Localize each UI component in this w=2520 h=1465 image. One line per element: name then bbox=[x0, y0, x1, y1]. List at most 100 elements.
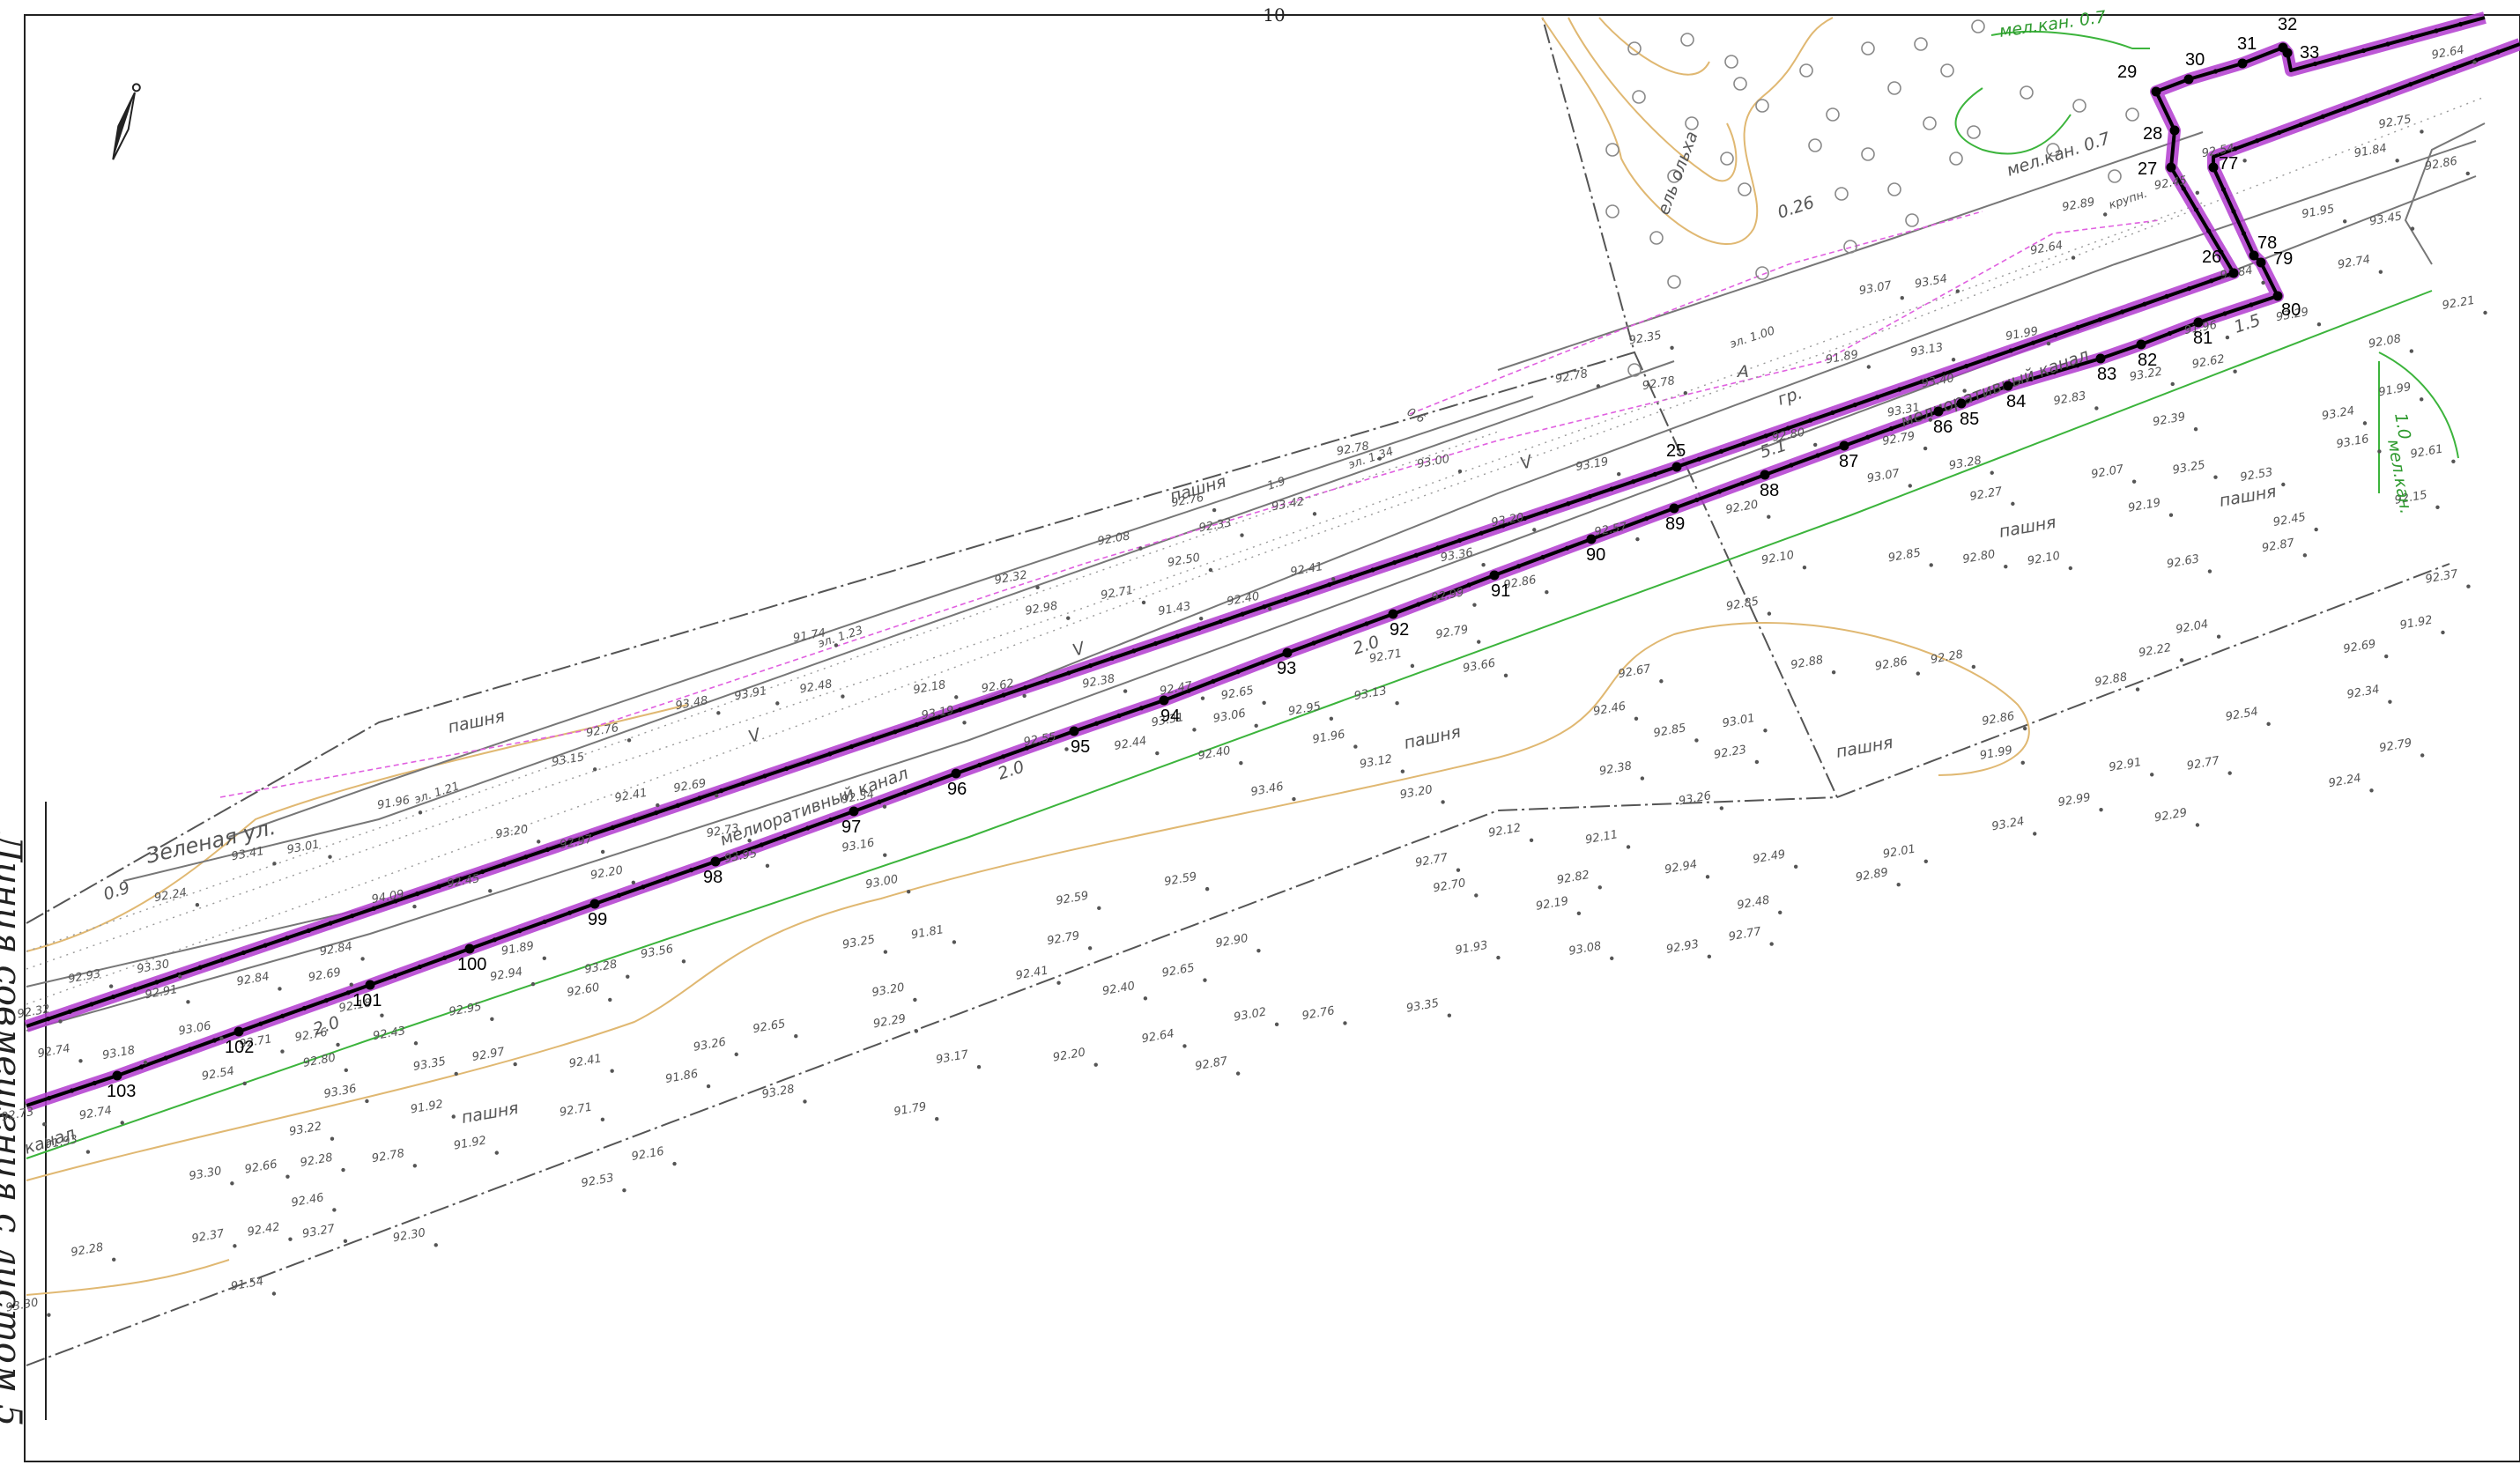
svg-text:91.96: 91.96 bbox=[2183, 319, 2218, 337]
boundary-vertex bbox=[132, 987, 137, 992]
svg-text:92.64: 92.64 bbox=[2029, 239, 2064, 257]
boundary-vertex bbox=[1501, 523, 1506, 529]
boundary-vertex bbox=[1348, 574, 1353, 580]
svg-text:93.31: 93.31 bbox=[1886, 401, 1921, 419]
elevation-point: 93.17 bbox=[935, 1048, 982, 1069]
svg-text:92.73: 92.73 bbox=[706, 822, 740, 840]
elevation-point: 92.79 bbox=[2378, 736, 2425, 758]
boundary-vertex bbox=[350, 914, 355, 919]
svg-text:92.57: 92.57 bbox=[1594, 521, 1629, 539]
tree-symbol-icon bbox=[1940, 63, 1954, 78]
elevation-point: 92.41 bbox=[613, 787, 660, 808]
elevation-point: 92.08 bbox=[2368, 332, 2414, 353]
svg-text:91.86: 91.86 bbox=[664, 1068, 699, 1086]
svg-text:93.66: 93.66 bbox=[1462, 657, 1496, 676]
elevation-point: 92.87 bbox=[1194, 1054, 1241, 1076]
svg-text:92.86: 92.86 bbox=[1874, 655, 1909, 673]
boundary-point bbox=[1669, 503, 1679, 514]
svg-text:93.00: 93.00 bbox=[864, 873, 899, 892]
boundary-point-label: 94 bbox=[1160, 707, 1180, 726]
svg-text:92.97: 92.97 bbox=[559, 833, 594, 852]
svg-text:92.54: 92.54 bbox=[201, 1065, 235, 1084]
elevation-point: 93.35 bbox=[1405, 996, 1452, 1017]
north-arrow-icon bbox=[112, 83, 141, 160]
elevation-point: 92.97 bbox=[471, 1046, 517, 1067]
svg-text:92.94: 92.94 bbox=[1664, 858, 1698, 877]
elevation-point: 91.99 bbox=[2377, 381, 2424, 402]
boundary-vertex bbox=[1564, 545, 1570, 551]
boundary-point-label: 79 bbox=[2273, 249, 2293, 269]
svg-text:92.79: 92.79 bbox=[1434, 623, 1469, 641]
boundary-vertex bbox=[1048, 737, 1053, 743]
boundary-vertex bbox=[2120, 309, 2125, 314]
svg-text:92.95: 92.95 bbox=[448, 1000, 482, 1018]
svg-text:92.53: 92.53 bbox=[581, 1172, 615, 1190]
elevation-point: 93.56 bbox=[640, 943, 686, 964]
svg-text:93.28: 93.28 bbox=[1948, 454, 1983, 472]
svg-text:92.48: 92.48 bbox=[1736, 894, 1770, 913]
elevation-point: 91.93 bbox=[44, 1133, 91, 1154]
width-0-6: 0.6 bbox=[1405, 405, 1427, 425]
boundary-point bbox=[2282, 48, 2293, 58]
boundary-vertex bbox=[154, 980, 159, 985]
svg-text:92.20: 92.20 bbox=[589, 864, 624, 883]
elevation-point: 92.54 bbox=[2225, 706, 2271, 727]
elevation-point: 92.94 bbox=[489, 966, 536, 987]
boundary-vertex bbox=[1631, 479, 1636, 485]
elevation-point: 92.42 bbox=[247, 1220, 293, 1241]
svg-text:92.63: 92.63 bbox=[2166, 552, 2200, 571]
width-1-9: 1.9 bbox=[1266, 475, 1287, 493]
elevation-point: 92.65 bbox=[1220, 684, 1266, 706]
svg-text:93.30: 93.30 bbox=[136, 958, 170, 976]
boundary-point bbox=[2272, 291, 2283, 301]
boundary-vertex bbox=[1652, 471, 1657, 477]
boundary-point-label: 102 bbox=[225, 1038, 254, 1057]
boundary-vertex bbox=[2364, 98, 2369, 103]
elevation-point: 92.49 bbox=[1752, 847, 1798, 869]
elevation-point: 92.84 bbox=[236, 970, 282, 991]
tree-symbol-icon bbox=[1861, 41, 1875, 55]
boundary-vertex bbox=[2231, 209, 2236, 214]
svg-text:92.80: 92.80 bbox=[1771, 426, 1805, 445]
svg-text:92.88: 92.88 bbox=[1790, 654, 1824, 672]
boundary-point-label: 90 bbox=[1586, 545, 1605, 565]
boundary-vertex bbox=[1718, 448, 1724, 454]
boundary-vertex bbox=[2409, 34, 2415, 41]
svg-text:93.18: 93.18 bbox=[101, 1044, 136, 1062]
elevation-point: 92.78 bbox=[1336, 440, 1382, 461]
svg-text:92.60: 92.60 bbox=[566, 981, 600, 1000]
elevation-point: 92.98 bbox=[1024, 599, 1071, 620]
boundary-point bbox=[365, 980, 375, 990]
boundary-point-label: 98 bbox=[703, 868, 723, 887]
boundary-vertex bbox=[2219, 249, 2224, 255]
boundary-vertex bbox=[1789, 462, 1794, 468]
boundary-point-label: 82 bbox=[2138, 351, 2157, 370]
boundary-point-label: 32 bbox=[2278, 15, 2297, 34]
boundary-point-label: 88 bbox=[1760, 481, 1779, 500]
boundary-vertex bbox=[1175, 633, 1180, 639]
boundary-vertex bbox=[805, 758, 811, 764]
svg-text:93.28: 93.28 bbox=[583, 958, 618, 976]
boundary-vertex bbox=[2028, 376, 2034, 381]
tree-symbol-icon bbox=[1971, 19, 1985, 33]
boundary-vertex bbox=[436, 884, 441, 889]
svg-text:91.81: 91.81 bbox=[910, 923, 945, 942]
svg-text:93.01: 93.01 bbox=[1722, 712, 1756, 730]
tree-symbol-icon bbox=[1834, 187, 1849, 201]
boundary-vertex bbox=[2298, 122, 2304, 128]
boundary-vertex bbox=[1024, 745, 1029, 751]
elevation-point: 92.89 bbox=[2061, 196, 2108, 217]
label-v-1: V bbox=[746, 724, 765, 747]
boundary-point-label: 99 bbox=[588, 910, 607, 929]
boundary-vertex bbox=[2249, 302, 2254, 307]
boundary-point bbox=[2256, 257, 2266, 268]
tree-symbol-icon bbox=[1799, 63, 1813, 78]
boundary-point bbox=[2228, 268, 2239, 278]
svg-text:92.69: 92.69 bbox=[672, 777, 707, 795]
elevation-point: 93.08 bbox=[1568, 940, 1614, 961]
boundary-point-label: 95 bbox=[1071, 737, 1090, 757]
elevation-point: 92.74 bbox=[78, 1104, 124, 1125]
svg-text:93.19: 93.19 bbox=[1575, 455, 1609, 474]
elevation-point: 93.01 bbox=[286, 838, 332, 859]
elevation-point: 92.19 bbox=[2127, 496, 2174, 517]
